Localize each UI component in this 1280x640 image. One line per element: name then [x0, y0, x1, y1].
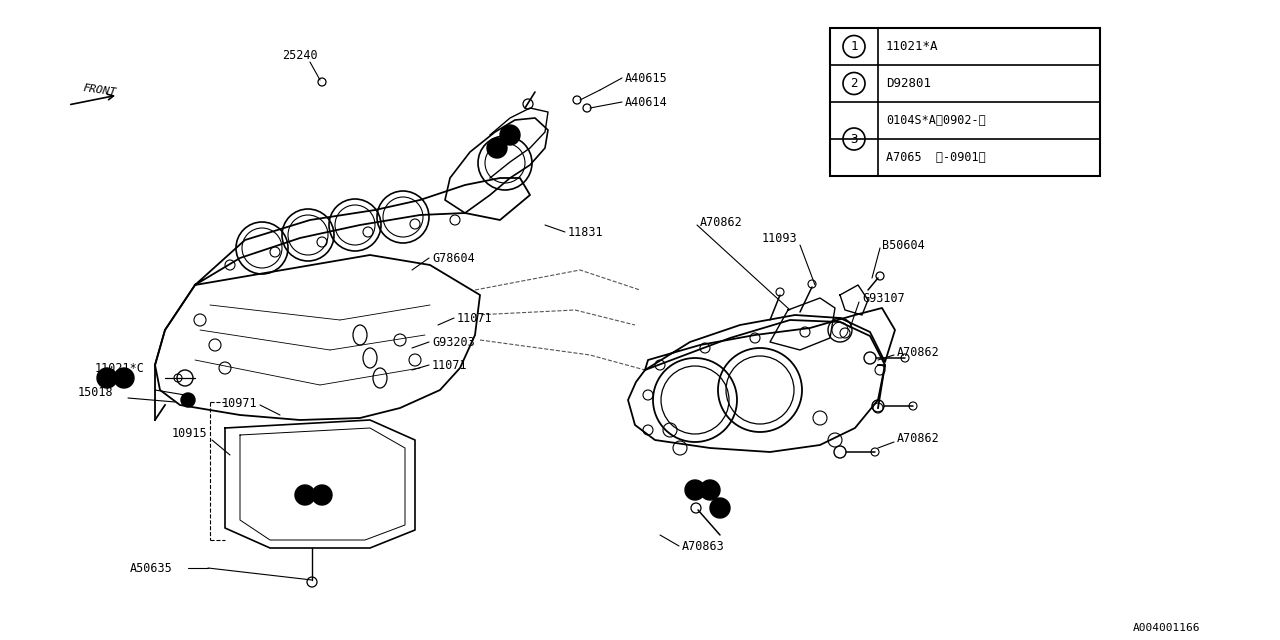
- Text: A70862: A70862: [700, 216, 742, 228]
- Text: 11093: 11093: [762, 232, 797, 244]
- Text: A004001166: A004001166: [1133, 623, 1201, 633]
- Text: 1: 1: [692, 485, 698, 495]
- Text: 25240: 25240: [282, 49, 317, 61]
- Text: 11071: 11071: [433, 358, 467, 371]
- Text: G93203: G93203: [433, 335, 475, 349]
- Text: 1: 1: [850, 40, 858, 53]
- Circle shape: [685, 480, 705, 500]
- Text: B50604: B50604: [882, 239, 924, 252]
- Text: 2: 2: [507, 130, 513, 140]
- Text: 11071: 11071: [457, 312, 493, 324]
- Text: G93107: G93107: [861, 291, 905, 305]
- Text: G78604: G78604: [433, 252, 475, 264]
- Circle shape: [97, 368, 116, 388]
- Circle shape: [500, 125, 520, 145]
- Text: FRONT: FRONT: [82, 83, 116, 98]
- Text: 3: 3: [850, 132, 858, 145]
- Text: A50635: A50635: [131, 561, 173, 575]
- Text: 1: 1: [104, 373, 110, 383]
- Text: 1: 1: [302, 490, 308, 500]
- Text: A70862: A70862: [897, 431, 940, 445]
- Circle shape: [486, 138, 507, 158]
- Circle shape: [312, 485, 332, 505]
- Text: 1: 1: [494, 143, 500, 153]
- Text: A40614: A40614: [625, 95, 668, 109]
- Text: 3: 3: [717, 503, 723, 513]
- Text: A40615: A40615: [625, 72, 668, 84]
- Text: 2: 2: [319, 490, 325, 500]
- Text: D92801: D92801: [886, 77, 931, 90]
- Bar: [829, 28, 1100, 176]
- Text: 0104S*A（0902-）: 0104S*A（0902-）: [886, 114, 986, 127]
- Text: 11021*A: 11021*A: [886, 40, 938, 53]
- Text: 10915: 10915: [172, 426, 207, 440]
- Circle shape: [114, 368, 134, 388]
- Text: 11021*C: 11021*C: [95, 362, 145, 374]
- Circle shape: [700, 480, 721, 500]
- Text: 2: 2: [707, 485, 713, 495]
- Text: 2: 2: [122, 373, 127, 383]
- Text: 11831: 11831: [568, 225, 604, 239]
- Text: A70863: A70863: [682, 540, 724, 552]
- Text: A70862: A70862: [897, 346, 940, 358]
- Text: 2: 2: [850, 77, 858, 90]
- Text: 10971: 10971: [221, 397, 257, 410]
- Circle shape: [294, 485, 315, 505]
- Circle shape: [180, 393, 195, 407]
- Text: A7065  （-0901）: A7065 （-0901）: [886, 151, 986, 164]
- Circle shape: [710, 498, 730, 518]
- Text: 15018: 15018: [78, 385, 114, 399]
